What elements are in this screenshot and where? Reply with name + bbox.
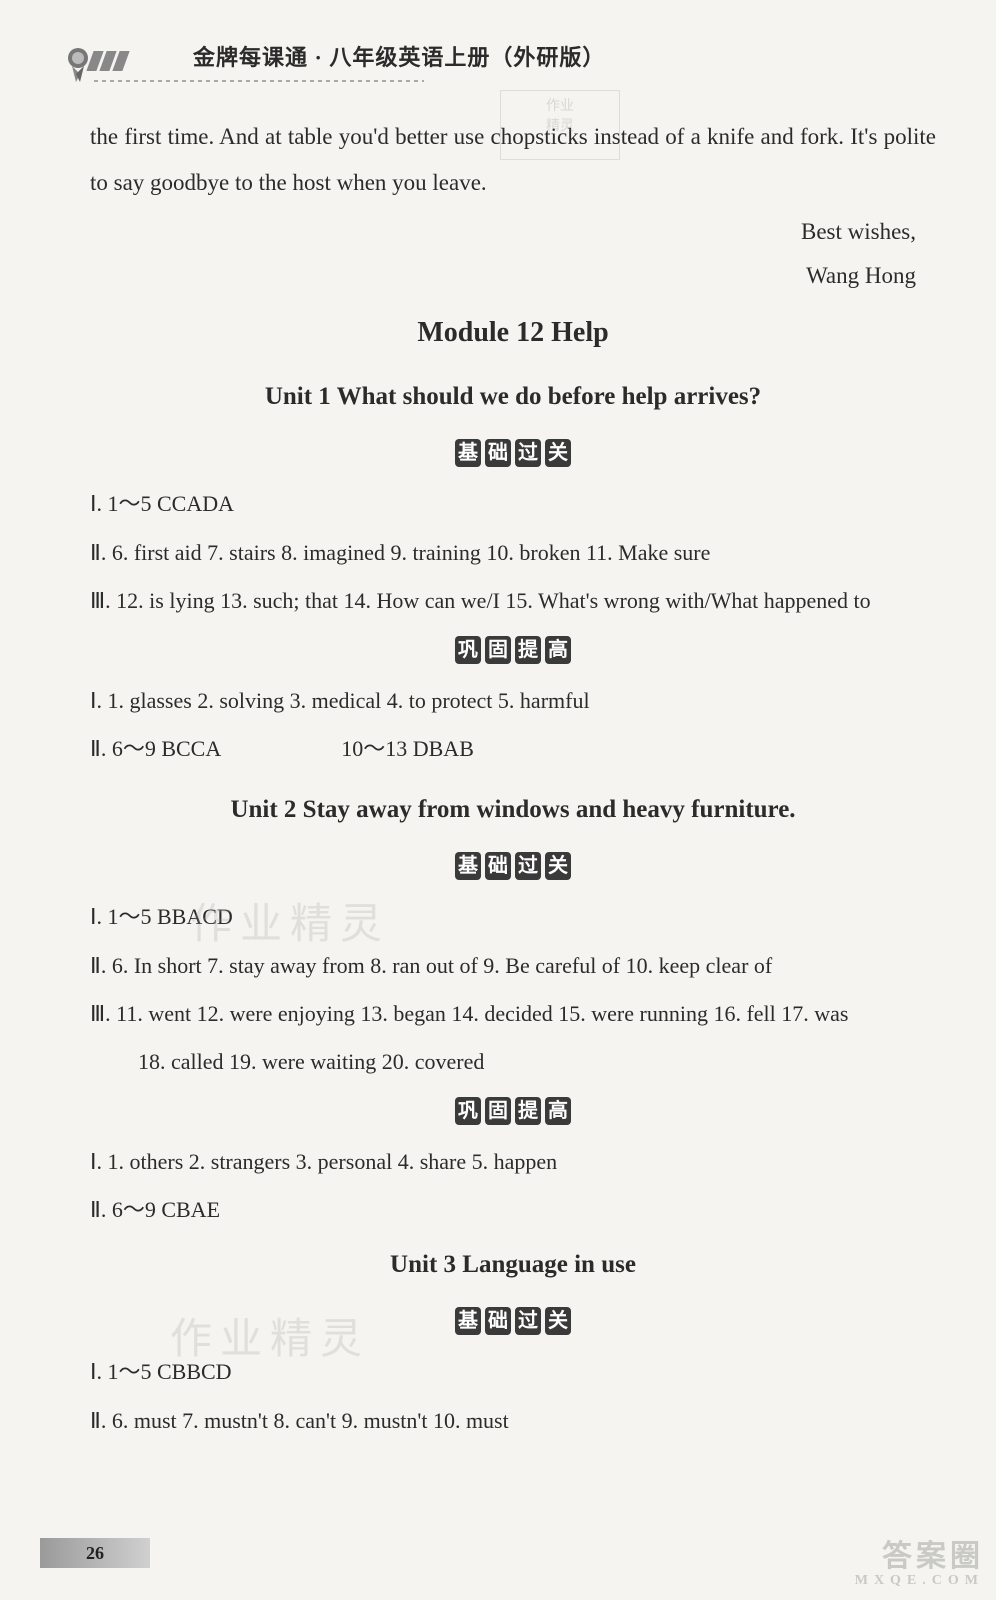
unit2-badge-basic: 基础过关 <box>90 852 936 880</box>
unit2-ans-3: Ⅲ. 11. went 12. were enjoying 13. began … <box>90 991 936 1037</box>
unit2-ans-1: Ⅰ. 1～5 BBACD <box>90 894 936 940</box>
unit3-ans-2: Ⅱ. 6. must 7. mustn't 8. can't 9. mustn'… <box>90 1398 936 1444</box>
intro-paragraph: the first time. And at table you'd bette… <box>90 114 936 206</box>
unit2-ans-4: Ⅰ. 1. others 2. strangers 3. personal 4.… <box>90 1139 936 1185</box>
header-title: 金牌每课通 · 八年级英语上册（外研版） <box>193 40 605 72</box>
unit1-ans-5a: Ⅱ. 6～9 BCCA <box>90 726 221 772</box>
corner-watermark: 答案圈 MXQE.COM <box>855 1540 984 1588</box>
header-stripes-icon <box>90 51 129 71</box>
module-title: Module 12 Help <box>90 317 936 349</box>
unit2-title: Unit 2 Stay away from windows and heavy … <box>90 796 936 824</box>
page-header: 金牌每课通 · 八年级英语上册（外研版） <box>90 40 936 90</box>
unit1-ans-3: Ⅲ. 12. is lying 13. such; that 14. How c… <box>90 578 936 624</box>
unit1-badge-basic: 基础过关 <box>90 439 936 467</box>
closing-line-2: Wang Hong <box>90 254 916 298</box>
unit1-ans-1: Ⅰ. 1～5 CCADA <box>90 481 936 527</box>
header-rule <box>94 80 424 82</box>
unit2-badge-advance: 巩固提高 <box>90 1097 936 1125</box>
closing-line-1: Best wishes, <box>90 210 916 254</box>
unit3-badge-basic: 基础过关 <box>90 1307 936 1335</box>
page-number: 26 <box>40 1538 150 1568</box>
unit2-ans-5: Ⅱ. 6～9 CBAE <box>90 1187 936 1233</box>
unit1-ans-2: Ⅱ. 6. first aid 7. stairs 8. imagined 9.… <box>90 530 936 576</box>
unit1-ans-5: Ⅱ. 6～9 BCCA 10～13 DBAB <box>90 726 936 772</box>
unit2-ans-2: Ⅱ. 6. In short 7. stay away from 8. ran … <box>90 943 936 989</box>
unit3-title: Unit 3 Language in use <box>90 1251 936 1279</box>
unit1-ans-5b: 10～13 DBAB <box>341 726 474 772</box>
unit1-ans-4: Ⅰ. 1. glasses 2. solving 3. medical 4. t… <box>90 678 936 724</box>
letter-closing: Best wishes, Wang Hong <box>90 210 936 297</box>
unit3-ans-1: Ⅰ. 1～5 CBBCD <box>90 1349 936 1395</box>
unit1-badge-advance: 巩固提高 <box>90 636 936 664</box>
unit2-ans-3b: 18. called 19. were waiting 20. covered <box>90 1039 936 1085</box>
unit1-title: Unit 1 What should we do before help arr… <box>90 383 936 411</box>
